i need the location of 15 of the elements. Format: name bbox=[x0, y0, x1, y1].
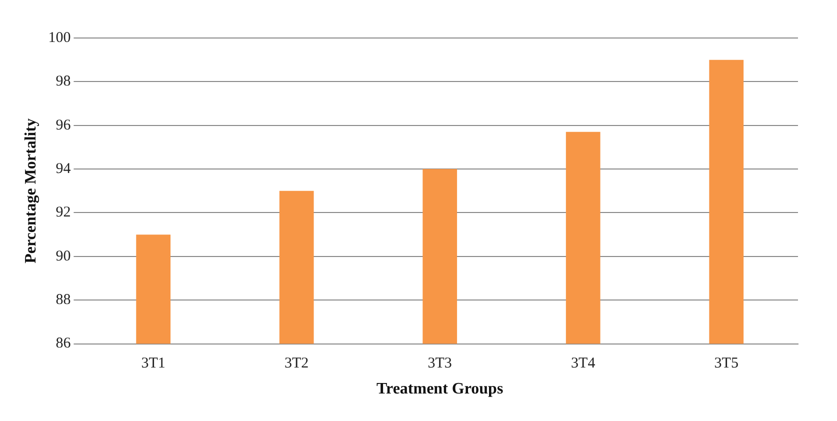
y-tick-label: 94 bbox=[56, 160, 72, 177]
y-tick-label: 88 bbox=[56, 292, 71, 308]
x-tick-label: 3T4 bbox=[571, 356, 596, 372]
x-axis-title: Treatment Groups bbox=[376, 380, 504, 398]
x-tick-label: 3T3 bbox=[428, 356, 452, 372]
x-tick-label: 3T1 bbox=[141, 356, 166, 372]
y-axis-title: Percentage Mortality bbox=[22, 118, 40, 264]
y-tick-label: 96 bbox=[56, 117, 72, 134]
y-tick-label: 92 bbox=[56, 204, 71, 221]
y-tick-label: 100 bbox=[48, 30, 71, 46]
y-tick-label: 98 bbox=[56, 74, 71, 90]
y-tick-label: 90 bbox=[56, 248, 71, 264]
y-tick-label: 86 bbox=[56, 336, 72, 352]
x-tick-label: 3T5 bbox=[714, 356, 738, 372]
x-tick-label: 3T2 bbox=[284, 356, 309, 372]
